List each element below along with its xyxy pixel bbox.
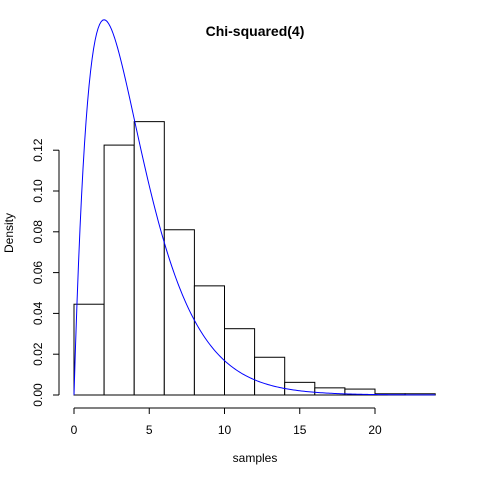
- x-tick-label-0: 0: [71, 423, 78, 437]
- y-tick-label-0: 0.00: [31, 383, 45, 407]
- histogram-bars: [73, 121, 436, 396]
- y-tick-label-1: 0.02: [31, 342, 45, 366]
- y-tick-label-5: 0.10: [31, 179, 45, 203]
- density-curve: [73, 19, 436, 396]
- x-tick-label-3: 15: [293, 423, 307, 437]
- y-axis-label: Density: [2, 213, 16, 253]
- x-tick-label-1: 5: [146, 423, 153, 437]
- x-tick-label-4: 20: [368, 423, 382, 437]
- y-tick-label-4: 0.08: [31, 220, 45, 244]
- chart-title: Chi-squared(4): [206, 23, 305, 39]
- histogram-bar-2: [133, 121, 165, 396]
- x-axis: 0 5 10 15 20: [71, 407, 382, 437]
- density-curve-layer: [73, 19, 436, 396]
- histogram-bar-1: [103, 144, 135, 396]
- histogram-bar-7: [284, 381, 316, 396]
- histogram-bar-4: [193, 285, 225, 396]
- y-tick-label-2: 0.04: [31, 301, 45, 325]
- x-axis-label: samples: [233, 451, 278, 465]
- histogram-bar-9: [344, 388, 376, 396]
- y-axis: 0.00 0.02 0.04 0.06 0.08 0.10 0.12: [31, 138, 60, 407]
- y-tick-label-6: 0.12: [31, 138, 45, 162]
- histogram-bar-6: [254, 356, 286, 396]
- histogram-bar-5: [224, 328, 256, 396]
- y-tick-label-3: 0.06: [31, 261, 45, 285]
- x-tick-label-2: 10: [218, 423, 232, 437]
- histogram-bar-0: [73, 303, 105, 396]
